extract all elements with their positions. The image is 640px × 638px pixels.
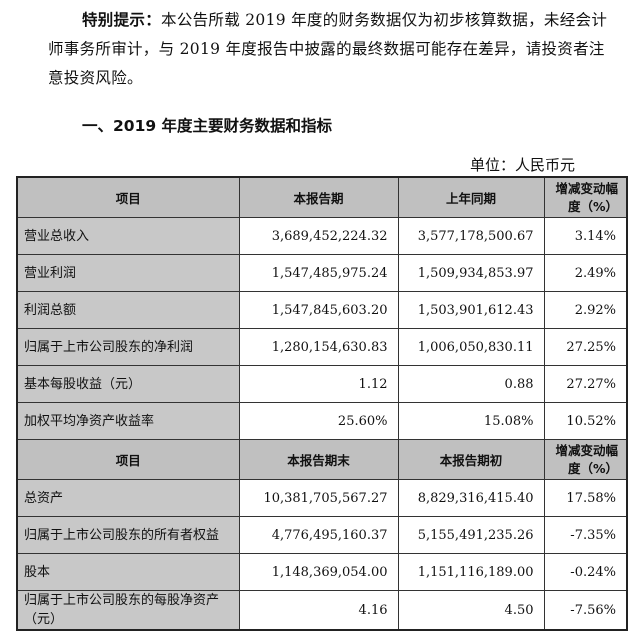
table-header-row: 项目 本报告期 上年同期 增减变动幅度（%） — [16, 176, 628, 218]
table-cell: 8,829,316,415.40 — [397, 479, 545, 517]
table-row: 营业总收入 3,689,452,224.32 3,577,178,500.67 3.1… — [16, 217, 628, 255]
financial-data-table: 项目 本报告期 上年同期 增减变动幅度（%） 营业总收入 3,689,452,224.32… — [16, 176, 628, 631]
table-cell: 1,547,845,603.20 — [238, 291, 399, 329]
table-cell: 1,503,901,612.43 — [397, 291, 545, 329]
row-label: 股本 — [16, 553, 240, 591]
table-cell: 5,155,491,235.26 — [397, 516, 545, 554]
row-label: 加权平均净资产收益率 — [16, 402, 240, 440]
table-cell: 10,381,705,567.27 — [238, 479, 399, 517]
currency-unit: 单位：人民币元 — [470, 156, 576, 174]
row-label: 归属于上市公司股东的所有者权益 — [16, 516, 240, 554]
table-cell: 4.16 — [238, 590, 399, 631]
table-cell: 15.08% — [397, 402, 545, 440]
table-cell: 2.92% — [543, 291, 628, 329]
table-cell: 1.12 — [238, 365, 399, 403]
row-label: 利润总额 — [16, 291, 240, 329]
row-label: 归属于上市公司股东的每股净资产（元） — [16, 590, 240, 631]
row-label: 总资产 — [16, 479, 240, 517]
table-cell: 17.58% — [543, 479, 628, 517]
table-row: 营业利润 1,547,485,975.24 1,509,934,853.97 2.49… — [16, 254, 628, 292]
table-cell: 3,577,178,500.67 — [397, 217, 545, 255]
table-cell: -7.35% — [543, 516, 628, 554]
table-row: 归属于上市公司股东的所有者权益 4,776,495,160.37 5,155,491… — [16, 516, 628, 554]
table-cell: 1,509,934,853.97 — [397, 254, 545, 292]
table-cell: 0.88 — [397, 365, 545, 403]
notice-text: 本公告所载 2019 年度的财务数据仅为初步核算数据，未经会计师事务所审计，与 … — [48, 11, 608, 87]
column-header: 本报告期末 — [238, 439, 399, 480]
table-row: 股本 1,148,369,054.00 1,151,116,189.00 -0.24% — [16, 553, 628, 591]
column-header: 增减变动幅度（%） — [543, 176, 628, 218]
table-cell: 1,280,154,630.83 — [238, 328, 399, 366]
table-cell: 4,776,495,160.37 — [238, 516, 399, 554]
table-header-row: 项目 本报告期末 本报告期初 增减变动幅度（%） — [16, 439, 628, 480]
column-header: 增减变动幅度（%） — [543, 439, 628, 480]
table-cell: 1,006,050,830.11 — [397, 328, 545, 366]
table-row: 加权平均净资产收益率 25.60% 15.08% 10.52% — [16, 402, 628, 440]
column-header: 项目 — [16, 176, 240, 218]
column-header: 本报告期 — [238, 176, 399, 218]
table-cell: -7.56% — [543, 590, 628, 631]
table-cell: -0.24% — [543, 553, 628, 591]
table-cell: 27.25% — [543, 328, 628, 366]
row-label: 归属于上市公司股东的净利润 — [16, 328, 240, 366]
table-cell: 4.50 — [397, 590, 545, 631]
table-cell: 1,148,369,054.00 — [238, 553, 399, 591]
table-row: 归属于上市公司股东的每股净资产（元） 4.16 4.50 -7.56% — [16, 590, 628, 631]
table-row: 总资产 10,381,705,567.27 8,829,316,415.40 17.5… — [16, 479, 628, 517]
table-row: 基本每股收益（元） 1.12 0.88 27.27% — [16, 365, 628, 403]
table-row: 归属于上市公司股东的净利润 1,280,154,630.83 1,006,050,8… — [16, 328, 628, 366]
column-header: 项目 — [16, 439, 240, 480]
notice-paragraph: 特别提示：本公告所载 2019 年度的财务数据仅为初步核算数据，未经会计师事务所… — [48, 6, 614, 93]
table-cell: 27.27% — [543, 365, 628, 403]
table-cell: 2.49% — [543, 254, 628, 292]
table-cell: 3,689,452,224.32 — [238, 217, 399, 255]
table-row: 利润总额 1,547,845,603.20 1,503,901,612.43 2.92… — [16, 291, 628, 329]
table-cell: 1,547,485,975.24 — [238, 254, 399, 292]
section-heading: 一、2019 年度主要财务数据和指标 — [82, 117, 333, 135]
column-header: 上年同期 — [397, 176, 545, 218]
table-cell: 1,151,116,189.00 — [397, 553, 545, 591]
table-cell: 3.14% — [543, 217, 628, 255]
notice-label: 特别提示： — [82, 11, 162, 29]
table-cell: 25.60% — [238, 402, 399, 440]
column-header: 本报告期初 — [397, 439, 545, 480]
row-label: 基本每股收益（元） — [16, 365, 240, 403]
table-cell: 10.52% — [543, 402, 628, 440]
row-label: 营业总收入 — [16, 217, 240, 255]
row-label: 营业利润 — [16, 254, 240, 292]
